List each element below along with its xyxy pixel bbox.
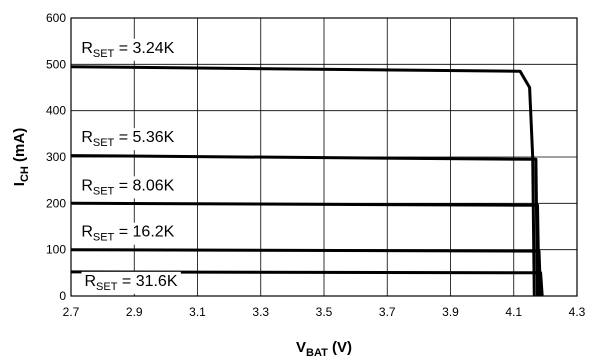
x-axis-title-sub: BAT	[306, 347, 328, 359]
x-tick-label: 3.9	[442, 305, 459, 319]
annotation-sub: SET	[96, 281, 118, 293]
plot-frame	[70, 17, 578, 297]
x-axis-title-main: V	[296, 339, 306, 356]
annotation-sub: SET	[93, 185, 115, 197]
annotation-sub: SET	[93, 137, 115, 149]
annotation-value: = 16.2K	[114, 224, 174, 241]
curves	[70, 65, 544, 297]
x-tick-label: 3.7	[379, 305, 396, 319]
x-axis-title-unit: (V)	[328, 339, 352, 356]
x-axis-title: VBAT (V)	[296, 339, 352, 359]
y-axis-title-main: I	[11, 182, 28, 186]
y-tick-label: 400	[46, 104, 66, 118]
annotation-background	[78, 176, 178, 199]
y-tick-label: 300	[46, 150, 66, 164]
y-tick-labels: 0 100 200 300 400 500 600	[46, 11, 66, 303]
y-tick-label: 100	[46, 243, 66, 257]
annotation-value: = 3.24K	[114, 40, 174, 57]
x-tick-label: 4.1	[505, 305, 522, 319]
y-tick-label: 0	[59, 289, 66, 303]
y-axis-title: ICH (mA)	[11, 128, 31, 186]
annotation-main: R	[84, 273, 96, 290]
x-tick-labels: 2.7 2.9 3.1 3.3 3.5 3.7 3.9 4.1 4.3	[63, 305, 586, 319]
x-tick-label: 3.1	[189, 305, 206, 319]
series-line-1	[70, 65, 536, 297]
annotation-text: RSET = 16.2K	[81, 224, 174, 244]
annotation-sub: SET	[93, 232, 115, 244]
annotation-text: RSET = 3.24K	[81, 40, 174, 60]
annotation-main: R	[81, 177, 93, 194]
series-annotation-5: RSET = 31.6K	[81, 271, 181, 294]
y-axis-title-unit: (mA)	[11, 128, 28, 166]
y-tick-label: 200	[46, 196, 66, 210]
annotation-main: R	[81, 224, 93, 241]
y-tick-label: 500	[46, 57, 66, 71]
series-line-5	[70, 270, 544, 297]
x-tick-label: 4.3	[569, 305, 586, 319]
series-annotation-3: RSET = 8.06K	[78, 176, 178, 199]
annotation-background	[78, 128, 178, 151]
annotation-background	[78, 38, 178, 61]
y-axis-title-sub: CH	[19, 166, 31, 182]
x-tick-label: 2.7	[63, 305, 80, 319]
series-annotation-2: RSET = 5.36K	[78, 128, 178, 151]
annotation-text: RSET = 5.36K	[81, 129, 174, 149]
series-annotation-1: RSET = 3.24K	[78, 38, 178, 61]
annotation-value: = 31.6K	[117, 273, 177, 290]
x-tick-label: 3.3	[252, 305, 269, 319]
y-tick-label: 600	[46, 11, 66, 25]
annotation-text: RSET = 8.06K	[81, 177, 174, 197]
annotation-background	[81, 271, 181, 294]
series-annotation-4: RSET = 16.2K	[78, 222, 178, 245]
annotation-value: = 5.36K	[114, 129, 174, 146]
x-tick-label: 2.9	[126, 305, 143, 319]
annotation-sub: SET	[93, 48, 115, 60]
annotation-main: R	[81, 129, 93, 146]
annotation-text: RSET = 31.6K	[84, 273, 177, 293]
annotation-value: = 8.06K	[114, 177, 174, 194]
annotation-background	[78, 222, 178, 245]
x-tick-label: 3.5	[316, 305, 333, 319]
annotation-main: R	[81, 40, 93, 57]
